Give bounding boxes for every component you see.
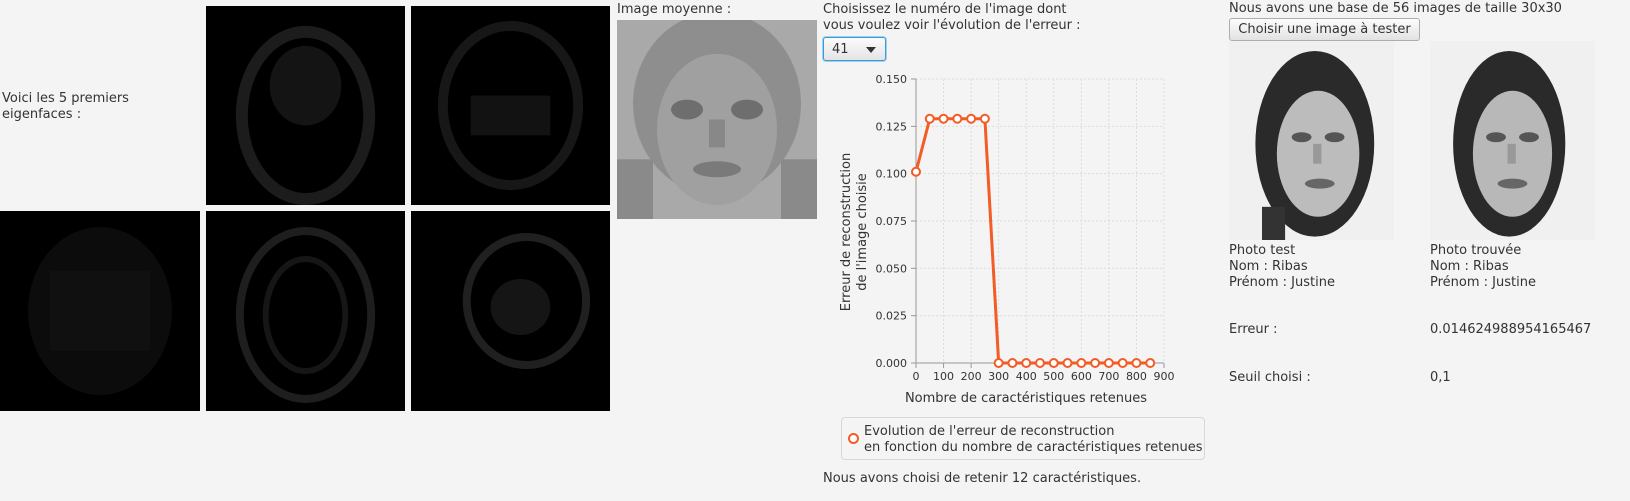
data-point	[1021, 358, 1032, 368]
error-evolution-chart: 0.000 0.025 0.050 0.075 0.100 0.125 0.150 0 100…	[839, 73, 1175, 406]
y-tick-label: 0.150	[876, 73, 908, 86]
found-photo-image	[1430, 41, 1595, 240]
image-number-value: 41	[832, 42, 849, 57]
found-photo-prenom: Prénom : Justine	[1430, 275, 1536, 290]
eigenface-image-1	[206, 6, 405, 205]
x-tick-label: 500	[1043, 370, 1064, 383]
data-point	[1007, 358, 1018, 368]
data-point	[979, 113, 990, 124]
threshold-value: 0,1	[1430, 370, 1451, 385]
x-tick-label: 300	[988, 370, 1009, 383]
chart-grid	[915, 78, 1165, 364]
chart-y-ticks: 0.000 0.025 0.050 0.075 0.100 0.125 0.150	[876, 73, 916, 370]
eigenface-image-3	[0, 211, 200, 411]
data-point	[1076, 358, 1087, 368]
data-point	[1090, 358, 1101, 368]
mean-image-label: Image moyenne :	[617, 2, 732, 17]
error-value: 0.014624988954165467	[1430, 322, 1592, 337]
found-photo-title: Photo trouvée	[1430, 243, 1522, 258]
test-photo-title: Photo test	[1229, 243, 1296, 258]
database-info-title: Nous avons une base de 56 images de tail…	[1229, 1, 1562, 16]
choose-test-image-button[interactable]: Choisir une image à tester	[1229, 18, 1420, 41]
legend-series-symbol	[848, 433, 859, 444]
y-tick-label: 0.125	[876, 120, 908, 133]
mean-face-image	[617, 20, 817, 219]
x-tick-label: 600	[1071, 370, 1092, 383]
eigenface-image-4	[206, 211, 405, 411]
eigenfaces-label: Voici les 5 premiers eigenfaces :	[2, 91, 129, 122]
retained-features-text: Nous avons choisi de retenir 12 caractér…	[823, 471, 1142, 486]
data-point	[952, 113, 963, 124]
x-tick-label: 900	[1154, 370, 1175, 383]
data-point	[1131, 358, 1142, 368]
data-point	[1048, 358, 1059, 368]
data-point	[1117, 358, 1128, 368]
y-tick-label: 0.025	[876, 310, 908, 323]
chart-y-axis-label-line1: Erreur de reconstruction	[839, 153, 854, 311]
test-photo-info: Photo test Nom : Ribas Prénom : Justine	[1229, 243, 1335, 291]
y-tick-label: 0.100	[876, 168, 908, 181]
y-tick-label: 0.075	[876, 215, 908, 228]
data-point	[1035, 358, 1045, 368]
eigenface-image-2	[411, 6, 610, 205]
x-tick-label: 400	[1016, 370, 1037, 383]
x-tick-label: 0	[913, 370, 920, 383]
data-point	[966, 113, 977, 124]
chart-x-axis-label: Nombre de caractéristiques retenues	[905, 391, 1147, 406]
chevron-down-icon[interactable]	[866, 47, 876, 53]
data-point	[938, 113, 949, 124]
found-photo-nom: Nom : Ribas	[1430, 259, 1509, 274]
chart-series	[911, 113, 1156, 368]
found-photo-info: Photo trouvée Nom : Ribas Prénom : Justi…	[1430, 243, 1536, 291]
data-point	[993, 358, 1004, 368]
image-selector-prompt: Choisissez le numéro de l'image dont vou…	[823, 2, 1081, 33]
chart-legend: Evolution de l'erreur de reconstruction …	[841, 417, 1205, 460]
data-point	[1145, 358, 1156, 368]
x-tick-label: 800	[1126, 370, 1147, 383]
chart-y-axis-label-line2: de l'image choisie	[855, 173, 870, 291]
test-photo-image	[1229, 41, 1394, 240]
data-point	[911, 166, 921, 177]
error-label: Erreur :	[1229, 322, 1278, 337]
y-tick-label: 0.000	[876, 357, 908, 370]
x-tick-label: 200	[961, 370, 982, 383]
test-photo-prenom: Prénom : Justine	[1229, 275, 1335, 290]
chart-x-ticks: 0 100 200 300 400 500 600 700 800 900	[913, 363, 1175, 383]
data-point	[1062, 358, 1073, 368]
y-tick-label: 0.050	[876, 262, 908, 275]
threshold-label: Seuil choisi :	[1229, 370, 1311, 385]
data-point	[1103, 358, 1114, 368]
data-point	[924, 113, 935, 124]
eigenface-image-5	[411, 211, 610, 411]
image-number-combobox[interactable]: 41	[823, 37, 886, 61]
test-photo-nom: Nom : Ribas	[1229, 259, 1308, 274]
legend-series-label: Evolution de l'erreur de reconstruction …	[864, 424, 1203, 455]
x-tick-label: 100	[933, 370, 954, 383]
x-tick-label: 700	[1098, 370, 1119, 383]
